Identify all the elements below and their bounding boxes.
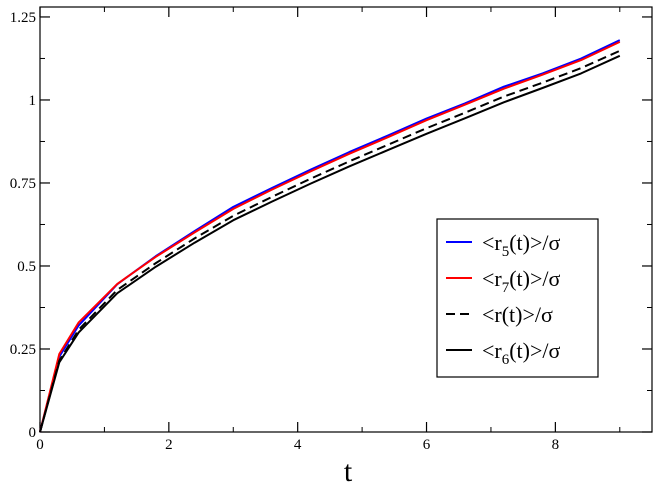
y-tick-label: 0.25 [10,342,36,358]
series-line-3 [39,49,621,433]
series-line-2 [39,40,621,433]
x-tick-label: 6 [423,437,431,453]
x-tick-label: 2 [165,437,173,453]
plot-frame [39,6,653,433]
legend: <r5(t)>/σ <r7(t)>/σ <r(t)>/σ <r6(t)>/σ [436,218,599,378]
axis-ticks [39,7,652,433]
y-tick-label: 1 [29,93,37,109]
tick-labels: 0 2 4 6 8 0 0.25 0.5 0.75 1 1.25 [10,10,559,453]
x-tick-label: 4 [294,437,302,453]
y-tick-label: 0.5 [17,259,36,275]
x-tick-label: 0 [36,437,44,453]
x-tick-label: 8 [552,437,560,453]
legend-label-1: <r5(t)>/σ [482,230,561,260]
y-tick-label: 1.25 [10,10,36,26]
x-axis-label: t [344,455,353,485]
legend-label-4: <r6(t)>/σ [482,338,561,368]
y-tick-label: 0 [29,425,37,441]
y-tick-label: 0.75 [10,176,36,192]
series-line-4 [39,54,621,433]
series-lines [39,39,621,433]
legend-label-3: <r(t)>/σ [482,302,553,327]
legend-label-2: <r7(t)>/σ [482,266,561,296]
